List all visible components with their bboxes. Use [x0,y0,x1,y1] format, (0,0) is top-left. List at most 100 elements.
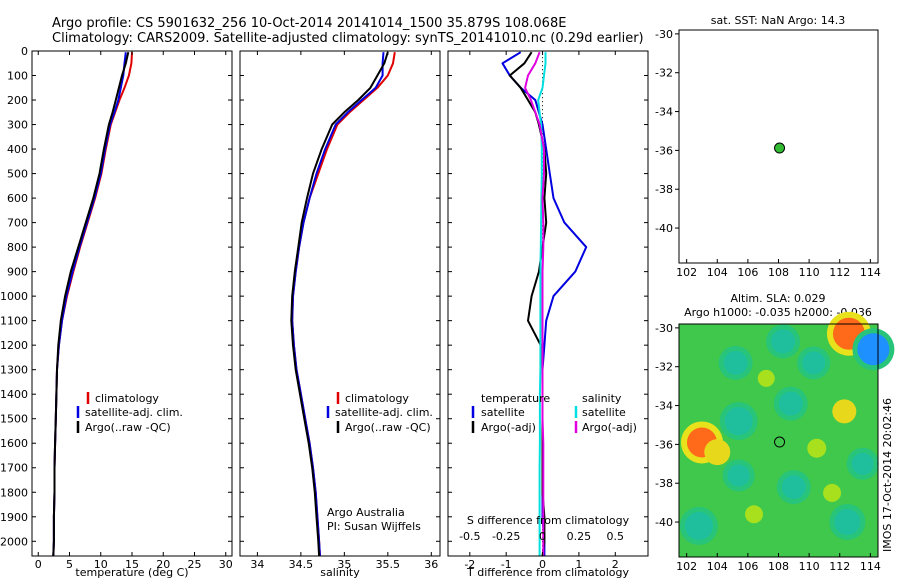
s-difference-xlabel: S difference from climatology [467,514,630,527]
sst-map-panel: sat. SST: NaN Argo: 14.3 102 104 106 108 110… [655,14,881,279]
sla-anomaly-cell [857,333,890,366]
map-x-tick-label: 110 [799,560,820,573]
legend-label-satellite: satellite-adj. clim. [335,406,433,419]
legend-label-t-argo: Argo(-adj) [481,421,536,434]
sla-anomaly-cell [745,505,764,524]
series-line-salinity-satellite [537,52,547,556]
x2-tick-label: -0.25 [492,530,520,543]
x2-tick-label: 0.5 [607,530,625,543]
map-x-tick-label: 104 [707,266,728,279]
legend-label-s-satellite: satellite [582,406,626,419]
map-x-tick-label: 110 [799,266,820,279]
x-tick-label: 10 [94,558,108,571]
map-x-tick-label: 112 [829,560,850,573]
legend-label-t-satellite: satellite [481,406,525,419]
y-tick-label: 0 [21,45,28,58]
sla-map-ticks: 102 104 106 108 110 112 114 -30 -32 -34 -36 -38 -40 [655,322,881,573]
title-line-2: Climatology: CARS2009. Satellite-adjuste… [52,31,644,46]
y-tick-label: 2000 [0,535,28,548]
t-difference-xlabel: T difference from climatology [466,566,629,579]
sla-anomaly-cell [771,329,796,354]
y-tick-label: 1400 [0,388,28,401]
x-tick-label: -1 [501,558,512,571]
y-tick-label: 900 [7,266,28,279]
sla-map-points [774,436,786,448]
x-tick-label: 15 [125,558,139,571]
sla-anomaly-cell [834,509,861,536]
sla-map-subtitle: Argo h1000: -0.035 h2000: -0.036 [684,306,872,319]
map-x-tick-label: 102 [676,266,697,279]
salinity-legend: climatology satellite-adj. clim. Argo(..… [326,392,433,533]
legend-header-temperature: temperature [481,392,550,405]
map-x-tick-label: 112 [829,266,850,279]
y-tick-label: 600 [7,192,28,205]
y-tick-label: 1300 [0,364,28,377]
difference-series [501,51,588,557]
series-line-temperature-satellite [501,51,588,556]
y-tick-label: 100 [7,70,28,83]
sla-anomaly-cell [832,399,857,424]
credit-line-1: Argo Australia [327,506,405,519]
y-tick-label: 1600 [0,437,28,450]
x-tick-label: 34 [250,558,264,571]
argo-position-marker [774,142,786,154]
imos-watermark: IMOS 17-Oct-2014 20:02:46 [881,398,894,552]
y-tick-label: 400 [7,143,28,156]
map-x-tick-label: 108 [768,560,789,573]
title-line-1: Argo profile: CS 5901632_256 10-Oct-2014… [52,16,566,31]
sla-anomaly-cell [727,464,750,487]
temperature-xlabel: temperature (deg C) [75,566,188,579]
difference-legend: temperature satellite Argo(-adj) salinit… [471,392,637,434]
legend-label-climatology: climatology [95,392,159,405]
x-tick-label: 0 [539,558,546,571]
legend-label-argo: Argo(..raw -QC) [345,421,431,434]
y-tick-label: 700 [7,217,28,230]
y-tick-label: 200 [7,94,28,107]
map-x-tick-label: 106 [737,560,758,573]
series-line-argo-raw-qc- [290,51,389,557]
salinity-panel: 34 34.5 35 35.5 36 climatology satellite-adj… [239,50,441,579]
sla-map-panel: Altim. SLA: 0.029 Argo h1000: -0.035 h20… [655,292,895,573]
temperature-axes-frame [31,50,233,557]
map-y-tick-label: -32 [655,361,673,374]
difference-panel: -2 -1 0 1 2 -0.5 -0.25 0 0.25 0.5 temperature sat… [447,50,649,579]
series-line-climatology [291,52,396,557]
x2-tick-label: 0.25 [567,530,592,543]
temperature-series [52,51,133,557]
y-tick-label: 1900 [0,511,28,524]
sla-anomaly-cell [802,351,826,375]
legend-header-salinity: salinity [582,392,622,405]
sla-anomaly-cell [823,483,842,502]
map-y-tick-label: -38 [655,183,673,196]
sla-anomaly-cell [704,439,731,466]
map-y-tick-label: -30 [655,322,673,335]
argo-position-marker [774,436,786,448]
x-tick-label: 0 [35,558,42,571]
x2-tick-label: -0.5 [459,530,480,543]
map-x-tick-label: 102 [676,560,697,573]
map-y-tick-label: -32 [655,67,673,80]
map-y-tick-label: -38 [655,477,673,490]
map-y-tick-label: -36 [655,144,673,157]
y-tick-label: 800 [7,241,28,254]
salinity-ticks: 34 34.5 35 35.5 36 [240,50,440,571]
map-y-tick-label: -34 [655,400,673,413]
map-x-tick-label: 114 [860,266,881,279]
temperature-panel: 0 5 10 15 20 25 300100200300400500600700800900… [0,45,233,579]
y-tick-label: 1800 [0,486,28,499]
y-tick-label: 1500 [0,413,28,426]
map-y-tick-label: -34 [655,106,673,119]
sla-anomaly-cell [757,369,775,387]
difference-ticks: -2 -1 0 1 2 -0.5 -0.25 0 0.25 0.5 [448,50,648,571]
sst-map-title: sat. SST: NaN Argo: 14.3 [711,14,845,27]
map-y-tick-label: -30 [655,28,673,41]
temperature-legend: climatology satellite-adj. clim. Argo(..… [76,392,183,434]
map-x-tick-label: 106 [737,266,758,279]
sla-anomaly-cell [778,391,803,416]
x-tick-label: 1 [575,558,582,571]
salinity-series [290,51,396,557]
map-y-tick-label: -40 [655,222,673,235]
legend-label-argo: Argo(..raw -QC) [85,421,171,434]
x-tick-label: 35 [337,558,351,571]
